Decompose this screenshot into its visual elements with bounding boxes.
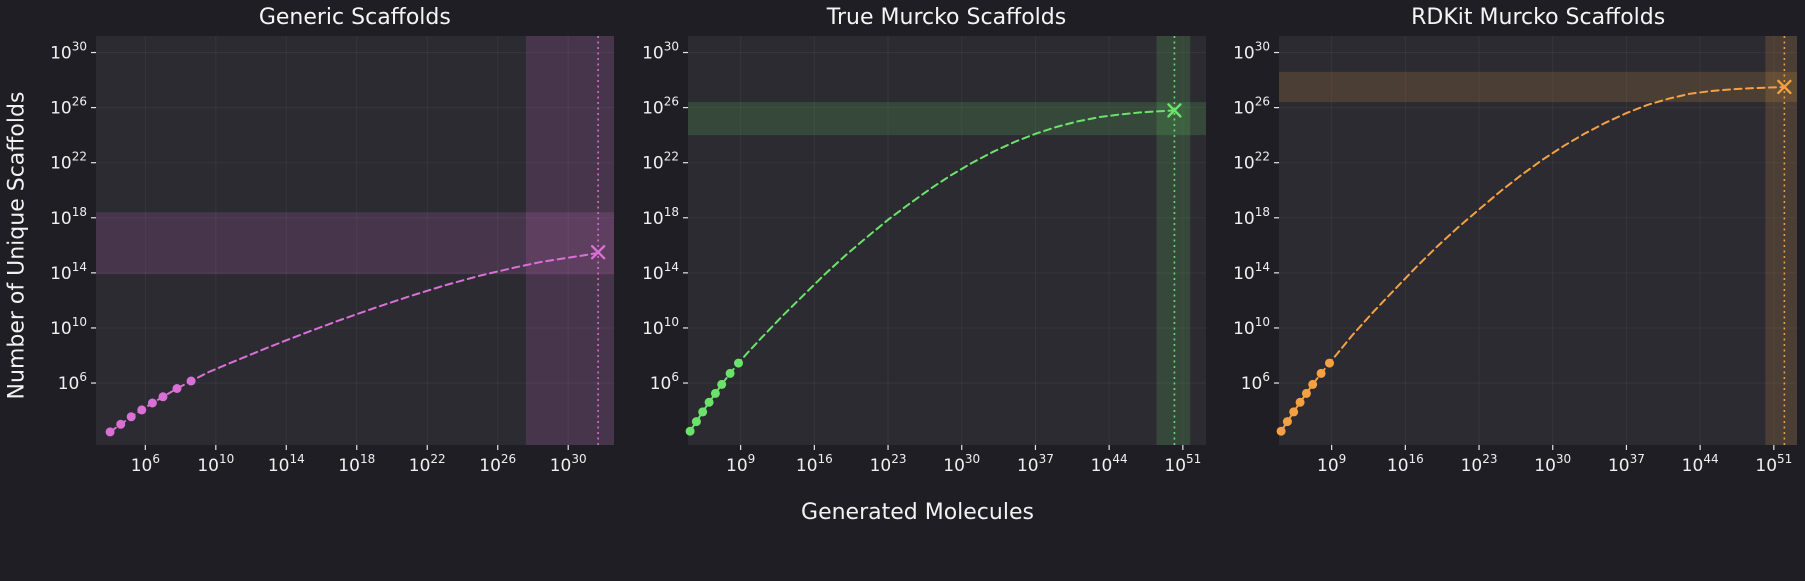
observed-point — [691, 417, 701, 427]
tick-label: 1051 — [1164, 452, 1201, 476]
scaffold-curve — [1280, 86, 1786, 433]
observed-point — [710, 388, 720, 398]
scaffold-curve — [109, 251, 600, 433]
observed-point — [1325, 358, 1335, 368]
estimate-vertical-band — [1765, 36, 1798, 445]
observed-point — [733, 358, 743, 368]
tick-label: 1051 — [1756, 452, 1793, 476]
estimate-horizontal-band — [687, 102, 1206, 136]
tick-label: 1030 — [1233, 40, 1270, 64]
observed-point — [1295, 397, 1305, 407]
tick-label: 106 — [131, 452, 160, 476]
observed-point — [1302, 388, 1312, 398]
tick-label: 1010 — [1233, 315, 1270, 339]
tick-label: 1030 — [550, 452, 587, 476]
tick-label: 1026 — [1233, 95, 1270, 119]
observed-point — [1316, 368, 1326, 378]
observed-point — [105, 427, 115, 437]
tick-label: 1026 — [479, 452, 516, 476]
observed-point — [1308, 379, 1318, 389]
plot-area — [687, 36, 1206, 445]
chart-panel-generic-scaffolds: 106 1010 1014 1018 1022 1026 1030 106 1010 1014 10… — [30, 0, 622, 581]
x-axis-label: Generated Molecules — [801, 500, 1034, 525]
tick-label: 1022 — [642, 150, 679, 174]
tick-label: 1044 — [1682, 452, 1719, 476]
observed-point — [1283, 417, 1293, 427]
observed-point — [137, 405, 147, 415]
extrapolated-marker — [590, 245, 606, 260]
tick-label: 1018 — [642, 205, 679, 229]
tick-label: 1037 — [1608, 452, 1645, 476]
panels-row: 106 1010 1014 1018 1022 1026 1030 106 1010 1014 10… — [30, 0, 1805, 581]
observed-point — [172, 384, 182, 393]
observed-point — [186, 376, 196, 386]
observed-point — [716, 379, 726, 389]
tick-label: 1030 — [642, 40, 679, 64]
observed-point — [704, 397, 714, 407]
observed-point — [158, 392, 168, 402]
observed-point — [685, 426, 695, 436]
extrapolated-marker — [1777, 79, 1792, 95]
chart-svg: 109 1016 1023 1030 1037 1044 1051 106 1010 1014 10… — [1233, 36, 1798, 476]
chart-panel-true-murcko-scaffolds: 109 1016 1023 1030 1037 1044 1051 106 1010 1014 10… — [622, 0, 1214, 581]
tick-label: 1030 — [50, 40, 87, 64]
tick-label: 1018 — [1233, 205, 1270, 229]
tick-label: 1022 — [50, 150, 87, 174]
tick-label: 1014 — [268, 452, 305, 476]
x-axis-label-row: Generated Molecules — [30, 500, 1805, 525]
tick-label: 1023 — [869, 452, 906, 476]
chart-plot: 106 1010 1014 1018 1022 1026 1030 106 1010 1014 10… — [30, 0, 622, 581]
chart-panel-rdkit-murcko-scaffolds: 109 1016 1023 1030 1037 1044 1051 106 1010 1014 10… — [1213, 0, 1805, 581]
estimate-horizontal-band — [1279, 71, 1798, 103]
tick-label: 1022 — [409, 452, 446, 476]
tick-label: 1018 — [338, 452, 375, 476]
tick-label: 1030 — [943, 452, 980, 476]
chart-title: True Murcko Scaffolds — [826, 5, 1067, 30]
observed-point — [116, 419, 126, 429]
extrapolated-marker — [1166, 103, 1182, 118]
tick-label: 106 — [649, 370, 678, 394]
tick-label: 106 — [1241, 370, 1270, 394]
estimate-vertical-band — [1156, 36, 1190, 445]
observed-point — [1276, 426, 1286, 436]
chart-svg: 109 1016 1023 1030 1037 1044 1051 106 1010 1014 10… — [642, 36, 1206, 476]
tick-label: 1018 — [50, 205, 87, 229]
observed-point — [126, 412, 136, 422]
chart-plot: 109 1016 1023 1030 1037 1044 1051 106 1010 1014 10… — [1213, 0, 1805, 581]
tick-label: 109 — [726, 452, 755, 476]
observed-point — [725, 368, 735, 378]
observed-point — [1289, 407, 1299, 417]
tick-label: 1037 — [1017, 452, 1054, 476]
tick-label: 109 — [1317, 452, 1346, 476]
chart-svg: 106 1010 1014 1018 1022 1026 1030 106 1010 1014 10… — [50, 36, 614, 476]
tick-label: 1014 — [642, 260, 679, 284]
estimate-vertical-band — [525, 36, 614, 445]
tick-label: 1044 — [1090, 452, 1127, 476]
tick-label: 1010 — [50, 315, 87, 339]
tick-label: 1014 — [1233, 260, 1270, 284]
tick-label: 1014 — [50, 260, 87, 284]
tick-label: 1016 — [796, 452, 833, 476]
tick-label: 1026 — [50, 95, 87, 119]
tick-label: 1030 — [1535, 452, 1572, 476]
chart-title: RDKit Murcko Scaffolds — [1411, 5, 1666, 30]
observed-point — [147, 398, 157, 408]
tick-label: 1026 — [642, 95, 679, 119]
tick-label: 1010 — [642, 315, 679, 339]
observed-point — [697, 407, 707, 417]
y-axis-label: Number of Unique Scaffolds — [4, 91, 30, 399]
chart-title: Generic Scaffolds — [258, 5, 451, 30]
tick-label: 1023 — [1461, 452, 1498, 476]
tick-label: 1016 — [1387, 452, 1424, 476]
plot-area — [96, 36, 614, 445]
plot-area — [1279, 36, 1798, 445]
chart-plot: 109 1016 1023 1030 1037 1044 1051 106 1010 1014 10… — [622, 0, 1214, 581]
tick-label: 106 — [58, 370, 87, 394]
scaffold-curve — [688, 109, 1176, 433]
tick-label: 1022 — [1233, 150, 1270, 174]
y-axis-label-wrap: Number of Unique Scaffolds — [0, 0, 34, 490]
tick-label: 1010 — [197, 452, 234, 476]
